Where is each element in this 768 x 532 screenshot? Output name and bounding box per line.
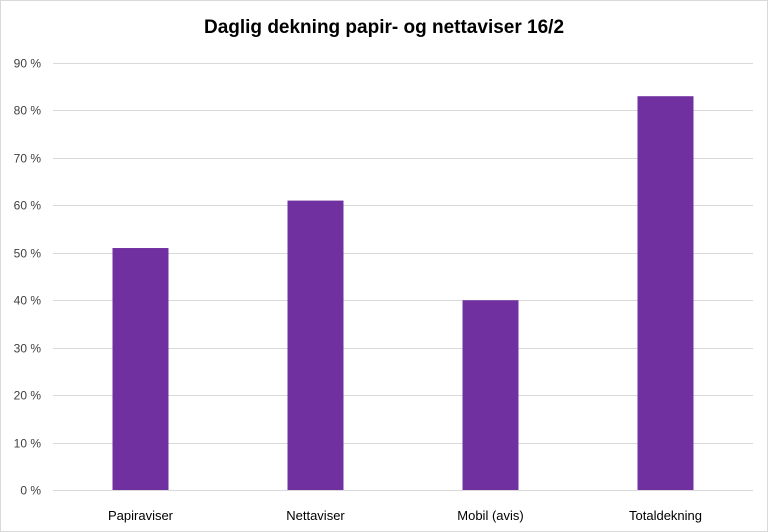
y-tick-label: 90 % (14, 57, 42, 71)
x-axis-category-labels: Papiraviser Nettaviser Mobil (avis) Totalde… (108, 508, 702, 523)
chart-title: Daglig dekning papir- og nettaviser 16/2 (203, 17, 565, 38)
y-tick-label: 80 % (14, 104, 42, 118)
bar (462, 300, 519, 490)
y-tick-label: 60 % (14, 199, 42, 213)
y-tick-label: 30 % (14, 342, 42, 356)
y-tick-label: 20 % (14, 389, 42, 403)
y-tick-label: 70 % (14, 152, 42, 166)
y-tick-label: 40 % (14, 294, 42, 308)
x-category-label: Mobil (avis) (457, 508, 523, 523)
y-tick-label: 10 % (14, 437, 42, 451)
bars (112, 96, 694, 491)
y-axis-tick-labels: 0 % 10 % 20 % 30 % 40 % 50 % 60 % 70 % 80 % 90 % (14, 57, 42, 498)
y-tick-label: 0 % (20, 484, 41, 498)
bar (112, 248, 169, 490)
x-category-label: Totaldekning (629, 508, 702, 523)
x-category-label: Nettaviser (286, 508, 345, 523)
x-category-label: Papiraviser (108, 508, 174, 523)
bar (287, 200, 344, 491)
gridlines (53, 63, 753, 491)
bar (637, 96, 694, 490)
y-tick-label: 50 % (14, 247, 42, 261)
